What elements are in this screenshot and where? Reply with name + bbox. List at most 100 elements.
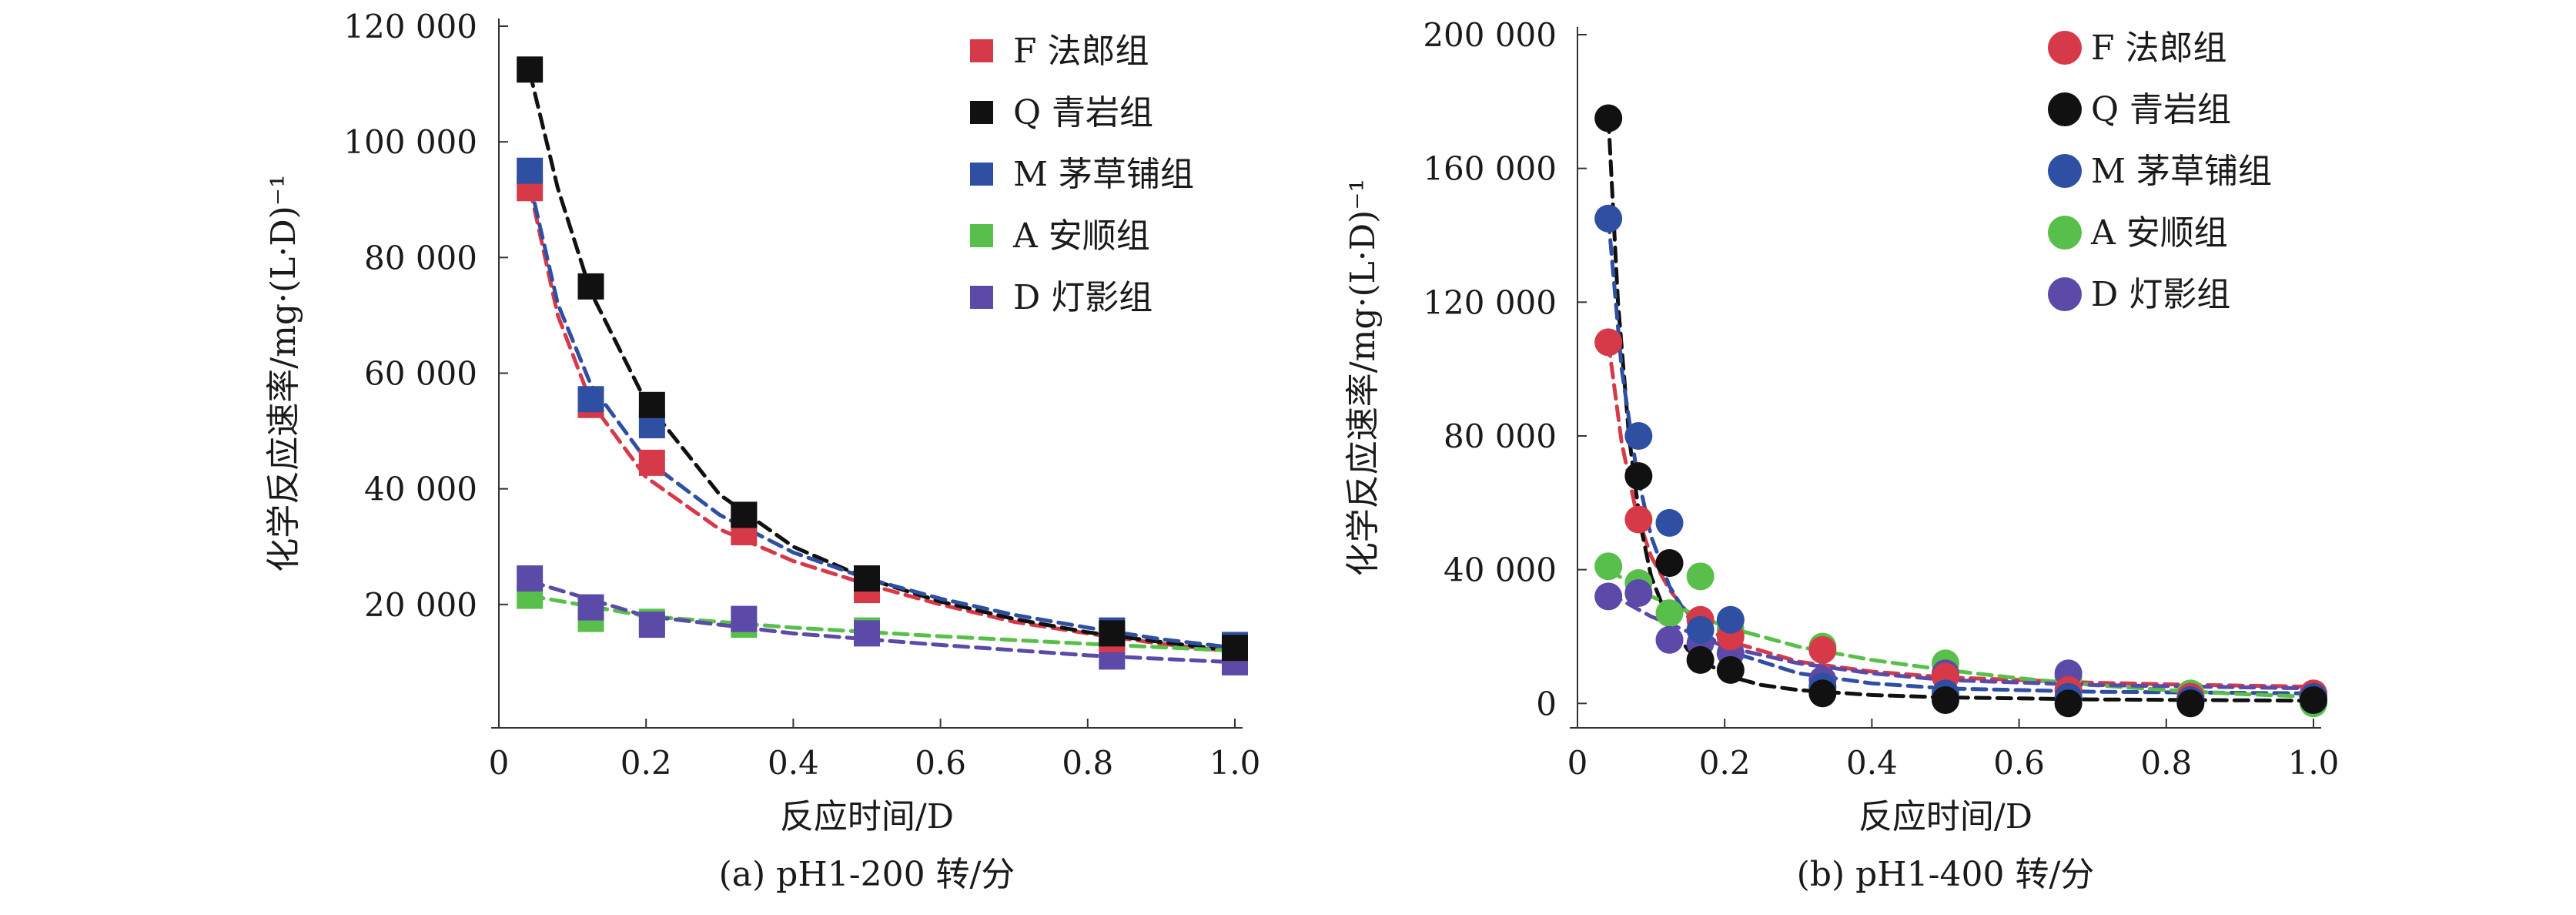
y-tick-label: 60 000 xyxy=(364,355,477,393)
legend-marker-M xyxy=(970,163,993,186)
legend-label-A: A 安顺组 xyxy=(1012,216,1150,256)
data-point-D xyxy=(517,565,544,592)
caption-b: (b) pH1-400 转/分 xyxy=(1797,855,2095,894)
data-point-Q xyxy=(1716,655,1745,684)
legend-label-M: M 茅草铺组 xyxy=(1013,155,1194,194)
x-tick-label: 1.0 xyxy=(1209,744,1261,782)
y-tick-label: 120 000 xyxy=(343,8,477,45)
data-point-F xyxy=(1594,328,1623,357)
legend-label-Q: Q 青岩组 xyxy=(1013,93,1153,132)
y-tick-label: 200 000 xyxy=(1423,16,1557,54)
legend-b: F 法郎组 Q 青岩组 M 茅草铺组 A 安顺组 D 灯影组 xyxy=(2048,28,2272,314)
x-tick-label: 0 xyxy=(489,744,510,782)
data-point-F xyxy=(1808,635,1837,664)
data-point-D xyxy=(1594,582,1623,611)
data-point-Q xyxy=(1655,548,1684,577)
y-tick-label: 160 000 xyxy=(1423,150,1557,188)
data-point-F xyxy=(638,449,665,476)
data-point-M xyxy=(1624,421,1653,450)
fit-curve-F xyxy=(1606,340,2316,689)
y-tick-label: 80 000 xyxy=(364,239,477,277)
x-tick-label: 0.6 xyxy=(1993,744,2045,782)
fit-curve-A xyxy=(527,594,1237,653)
y-tick-label: 40 000 xyxy=(364,471,477,508)
data-point-Q xyxy=(577,273,604,300)
y-tick-label: 80 000 xyxy=(1444,417,1557,455)
legend-label-F: F 法郎组 xyxy=(2091,28,2227,68)
data-point-A xyxy=(1655,599,1684,628)
legend-a: F 法郎组 Q 青岩组 M 茅草铺组 A 安顺组 D 灯影组 xyxy=(970,32,1194,317)
legend-marker-D xyxy=(2048,277,2082,311)
data-point-D xyxy=(854,620,880,647)
y-axis-label-b: 化学反应速率/mg·(L·D)⁻¹ xyxy=(1343,179,1383,576)
data-point-Q xyxy=(1099,620,1126,647)
legend-marker-D xyxy=(970,286,993,309)
x-tick-label: 0.4 xyxy=(768,744,819,782)
x-tick-label: 0.2 xyxy=(621,744,672,782)
legend-marker-M xyxy=(2048,154,2082,188)
x-tick-label: 0.2 xyxy=(1699,744,1751,782)
data-point-M xyxy=(577,386,604,413)
legend-marker-A xyxy=(970,224,993,247)
data-point-D xyxy=(1624,579,1653,608)
data-point-M xyxy=(1686,615,1715,644)
data-point-D xyxy=(1655,625,1684,654)
data-point-Q xyxy=(1686,645,1715,674)
x-tick-label: 0.6 xyxy=(915,744,966,782)
legend-marker-F xyxy=(970,39,993,62)
data-point-D xyxy=(577,594,604,621)
y-tick-label: 100 000 xyxy=(343,123,477,161)
data-point-Q xyxy=(1624,462,1653,491)
chart-panel-a: 20 000 40 000 60 000 80 000 100 000 120 000 0 0… xyxy=(264,8,1260,894)
legend-label-Q: Q 青岩组 xyxy=(2091,90,2231,129)
data-point-M xyxy=(1716,605,1745,634)
axes-b: 0 40 000 80 000 120 000 160 000 200 000 0 0.2 0.… xyxy=(1423,16,2339,782)
data-point-M xyxy=(1655,508,1684,537)
x-tick-label: 0.4 xyxy=(1846,744,1898,782)
y-axis-label-a: 化学反应速率/mg·(L·D)⁻¹ xyxy=(264,174,303,571)
data-point-A xyxy=(1686,562,1715,591)
legend-marker-A xyxy=(2048,216,2082,250)
data-point-Q xyxy=(854,565,880,592)
data-point-Q xyxy=(731,501,758,528)
fit-curves-b xyxy=(1606,116,2316,703)
data-point-Q xyxy=(1594,104,1623,132)
data-point-F xyxy=(1624,505,1653,534)
data-point-Q xyxy=(1932,685,1959,714)
legend-marker-Q xyxy=(2048,92,2082,126)
data-points-b xyxy=(1594,104,2327,718)
data-point-Q xyxy=(638,391,665,418)
y-tick-label: 120 000 xyxy=(1423,283,1557,321)
axes-a: 20 000 40 000 60 000 80 000 100 000 120 000 0 0… xyxy=(343,8,1260,782)
caption-a: (a) pH1-200 转/分 xyxy=(719,855,1015,894)
data-points-a xyxy=(517,56,1248,675)
fit-curve-D xyxy=(527,579,1237,665)
data-point-D xyxy=(638,612,665,638)
data-point-M xyxy=(517,157,544,184)
x-tick-label: 1.0 xyxy=(2288,744,2340,782)
data-point-Q xyxy=(2300,685,2327,714)
x-axis-label-b: 反应时间/D xyxy=(1858,797,2032,836)
legend-label-M: M 茅草铺组 xyxy=(2091,152,2272,191)
legend-marker-Q xyxy=(970,101,993,124)
legend-label-A: A 安顺组 xyxy=(2090,213,2228,253)
data-point-Q xyxy=(1808,679,1837,708)
data-point-Q xyxy=(1222,635,1248,662)
legend-marker-F xyxy=(2048,31,2082,65)
data-point-Q xyxy=(517,56,544,83)
legend-label-D: D 灯影组 xyxy=(1013,278,1153,317)
legend-label-D: D 灯影组 xyxy=(2091,275,2230,314)
fit-curve-Q xyxy=(1606,116,2316,703)
data-point-Q xyxy=(2176,689,2205,718)
x-tick-label: 0 xyxy=(1567,744,1588,782)
fit-curve-D xyxy=(1606,591,2316,691)
data-point-D xyxy=(731,605,758,632)
data-point-A xyxy=(1594,552,1623,581)
data-point-M xyxy=(1594,204,1623,233)
legend-label-F: F 法郎组 xyxy=(1013,32,1149,71)
y-tick-label: 20 000 xyxy=(364,586,477,624)
y-tick-label: 0 xyxy=(1536,685,1557,722)
chart-panel-b: 0 40 000 80 000 120 000 160 000 200 000 0 0.2 0.… xyxy=(1343,16,2339,894)
x-tick-label: 0.8 xyxy=(2140,744,2192,782)
